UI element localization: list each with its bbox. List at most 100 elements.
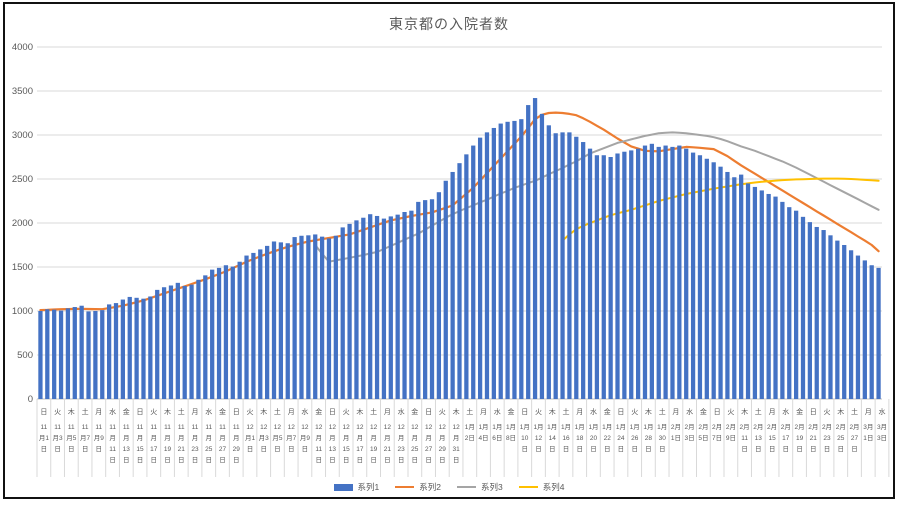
svg-text:11: 11 xyxy=(192,424,199,431)
svg-text:日: 日 xyxy=(412,456,419,464)
svg-text:土: 土 xyxy=(466,407,473,416)
svg-text:12: 12 xyxy=(452,424,460,431)
svg-text:日: 日 xyxy=(302,445,309,453)
svg-text:日: 日 xyxy=(604,445,611,453)
chart-title[interactable]: 東京都の入院者数 xyxy=(389,16,509,32)
svg-text:5日: 5日 xyxy=(698,434,708,442)
bar xyxy=(663,145,668,399)
svg-text:木: 木 xyxy=(741,407,748,416)
svg-text:水: 水 xyxy=(590,407,597,416)
bar xyxy=(787,207,792,399)
plot-area[interactable]: 05001000150020002500300035004000日11月1日火1… xyxy=(5,4,898,493)
x-axis-label: 水 11 月 25 日 xyxy=(205,407,213,464)
svg-text:12: 12 xyxy=(329,424,337,431)
bar xyxy=(168,285,174,399)
legend-item-系列1[interactable]: 系列1 xyxy=(333,481,380,493)
svg-text:12: 12 xyxy=(439,424,447,431)
legend-label: 系列1 xyxy=(357,482,380,492)
bar xyxy=(828,235,833,399)
x-axis-label: 土 1月 16 日 xyxy=(561,407,571,453)
svg-text:水: 水 xyxy=(205,407,212,416)
svg-text:日: 日 xyxy=(521,408,528,416)
svg-text:日: 日 xyxy=(370,456,377,464)
bar xyxy=(553,133,558,400)
bar xyxy=(93,311,98,399)
x-axis-label: 日 11 月1 日 xyxy=(39,408,50,453)
legend-item-系列2[interactable]: 系列2 xyxy=(395,481,441,493)
bar xyxy=(148,296,153,399)
bar xyxy=(677,145,682,399)
svg-text:月3: 月3 xyxy=(259,434,270,442)
svg-text:月: 月 xyxy=(398,434,405,442)
bar xyxy=(155,289,160,399)
bar xyxy=(484,132,490,400)
svg-text:日: 日 xyxy=(192,456,199,464)
x-axis-label: 火 2月 9日 xyxy=(726,408,736,442)
svg-text:日: 日 xyxy=(755,445,762,453)
svg-text:月5: 月5 xyxy=(272,434,283,442)
x-axis-label: 月 2月 1日 xyxy=(671,408,681,442)
bar xyxy=(835,240,840,399)
bar xyxy=(752,186,758,399)
svg-text:12: 12 xyxy=(370,424,378,431)
svg-text:月: 月 xyxy=(192,408,199,416)
bar xyxy=(821,230,826,399)
svg-text:木: 木 xyxy=(356,407,363,416)
svg-text:日: 日 xyxy=(810,445,817,453)
y-axis-tick-label: 2500 xyxy=(12,174,33,185)
legend-item-系列3[interactable]: 系列3 xyxy=(457,481,503,493)
bar xyxy=(402,212,407,399)
svg-text:3日: 3日 xyxy=(685,434,695,442)
svg-text:23: 23 xyxy=(823,435,831,442)
svg-text:日: 日 xyxy=(274,445,281,453)
svg-text:1月: 1月 xyxy=(478,423,488,431)
svg-text:月: 月 xyxy=(192,434,199,442)
svg-text:11: 11 xyxy=(219,424,226,431)
svg-text:火: 火 xyxy=(150,408,157,416)
svg-text:12: 12 xyxy=(535,435,543,442)
svg-text:日: 日 xyxy=(233,408,240,416)
svg-text:23: 23 xyxy=(397,446,405,453)
svg-text:1月: 1月 xyxy=(465,423,475,431)
bar xyxy=(347,223,352,399)
svg-text:11: 11 xyxy=(137,424,144,431)
svg-text:水: 水 xyxy=(782,407,789,416)
x-axis-label: 金 12 月 25 日 xyxy=(411,407,419,464)
svg-text:日: 日 xyxy=(137,456,144,464)
svg-text:12: 12 xyxy=(288,424,296,431)
svg-text:2月: 2月 xyxy=(849,423,859,431)
bar xyxy=(725,171,730,399)
svg-text:土: 土 xyxy=(274,407,281,416)
legend-item-系列4[interactable]: 系列4 xyxy=(518,481,564,493)
svg-text:木: 木 xyxy=(453,407,460,416)
svg-text:日: 日 xyxy=(137,408,144,416)
bar xyxy=(807,222,812,399)
svg-text:日: 日 xyxy=(425,456,432,464)
bar xyxy=(745,183,751,399)
svg-text:日: 日 xyxy=(82,445,89,453)
line-series-系列3[interactable] xyxy=(314,131,880,263)
x-axis-label: 木 11 月 19 日 xyxy=(164,407,172,464)
svg-text:8日: 8日 xyxy=(506,434,516,442)
svg-text:日: 日 xyxy=(851,445,858,453)
bar xyxy=(718,166,723,399)
svg-text:日: 日 xyxy=(439,456,446,464)
svg-text:1日: 1日 xyxy=(863,434,873,442)
chart-object[interactable]: 東京都の入院者数 0 500 1000 1500 2000 2500 3000 3500 400… xyxy=(3,2,895,499)
legend-line-swatch xyxy=(395,485,415,489)
svg-text:11: 11 xyxy=(315,446,322,453)
svg-text:月: 月 xyxy=(672,408,679,416)
svg-text:1月: 1月 xyxy=(520,423,530,431)
svg-text:18: 18 xyxy=(576,435,584,442)
svg-text:4日: 4日 xyxy=(478,434,488,442)
bar-series-系列1[interactable] xyxy=(38,98,881,400)
svg-text:12: 12 xyxy=(274,424,282,431)
svg-text:2月: 2月 xyxy=(781,423,791,431)
x-axis-label: 月 12 月7 日 xyxy=(286,408,297,453)
x-axis-label: 日 11 月 15 日 xyxy=(136,408,144,464)
bar xyxy=(539,113,545,399)
svg-text:11: 11 xyxy=(109,446,116,453)
svg-text:2日: 2日 xyxy=(465,434,475,442)
bar xyxy=(656,146,661,399)
y-axis-tick-label: 1500 xyxy=(12,262,33,273)
